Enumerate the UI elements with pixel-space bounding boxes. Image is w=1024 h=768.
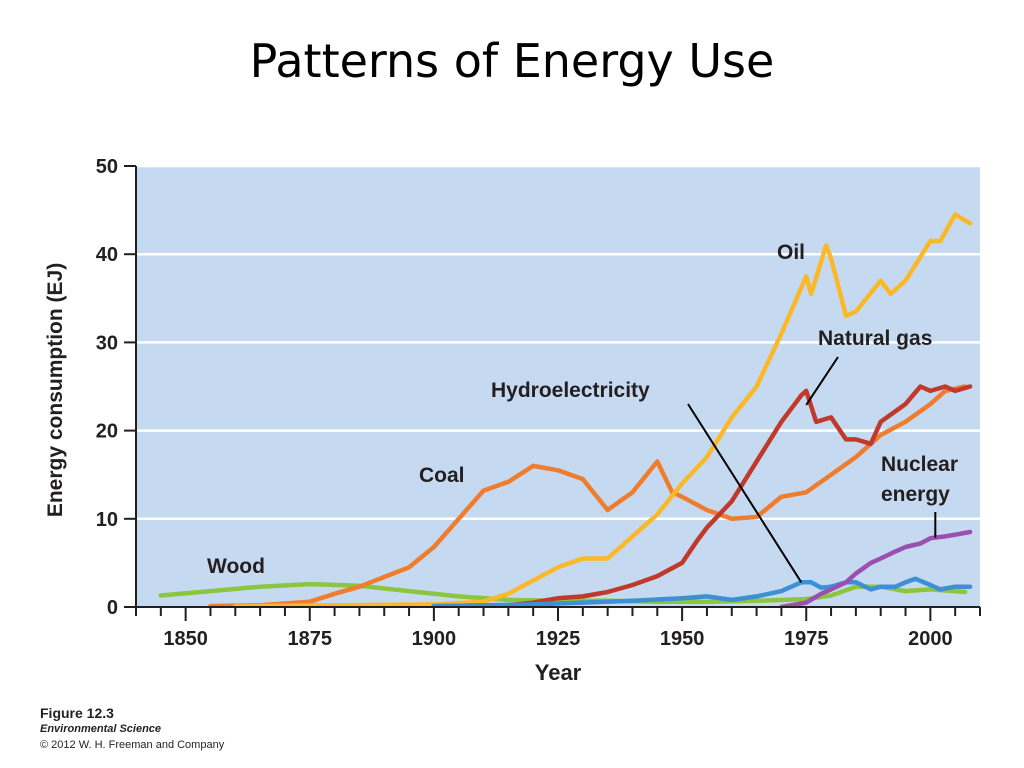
figure-number: Figure 12.3 (40, 705, 114, 721)
book-title: Environmental Science (40, 723, 162, 735)
label-oil: Oil (777, 241, 805, 264)
x-tick-label-1850: 1850 (163, 628, 208, 650)
copyright: © 2012 W. H. Freeman and Company (40, 739, 225, 751)
figure-caption: Figure 12.3 Environmental Science © 2012… (40, 705, 224, 753)
y-tick-label-30: 30 (96, 332, 118, 354)
y-tick-label-20: 20 (96, 421, 118, 443)
series-line-nuclear-energy (779, 529, 973, 607)
x-tick-label-1975: 1975 (784, 628, 829, 650)
label-nuclear: Nuclear (881, 453, 958, 476)
x-tick-label-1900: 1900 (412, 628, 457, 650)
label-hydroelectricity: Hydroelectricity (491, 379, 650, 402)
y-tick-label-50: 50 (96, 156, 118, 178)
label-natural-gas: Natural gas (818, 327, 932, 350)
x-tick-label-1925: 1925 (536, 628, 581, 650)
x-tick-label-1950: 1950 (660, 628, 705, 650)
x-axis-label: Year (535, 660, 582, 685)
y-axis-label: Energy consumption (EJ) (44, 263, 67, 517)
y-tick-label-10: 10 (96, 509, 118, 531)
x-tick-label-2000: 2000 (908, 628, 953, 650)
plot-background (136, 166, 980, 607)
series-line-natural-gas (431, 384, 973, 607)
y-tick-label-40: 40 (96, 244, 118, 266)
y-tick-label-0: 0 (107, 597, 118, 619)
slide-title: Patterns of Energy Use (249, 34, 775, 88)
x-tick-label-1875: 1875 (288, 628, 333, 650)
series-line-oil (233, 212, 973, 607)
leader-hydroelectricity (687, 403, 803, 583)
series-lines (158, 212, 973, 607)
leader-natural-gas (805, 356, 839, 406)
label-energy: energy (881, 483, 950, 506)
axes: 0 10 20 30 40 50 1850 1875 1900 1925 1950 1975 2000 (96, 156, 981, 650)
series-line-coal (208, 384, 968, 607)
leader-lines (687, 356, 937, 583)
label-wood: Wood (207, 555, 265, 578)
label-coal: Coal (419, 464, 465, 487)
series-line-hydroelectricity (431, 576, 973, 607)
